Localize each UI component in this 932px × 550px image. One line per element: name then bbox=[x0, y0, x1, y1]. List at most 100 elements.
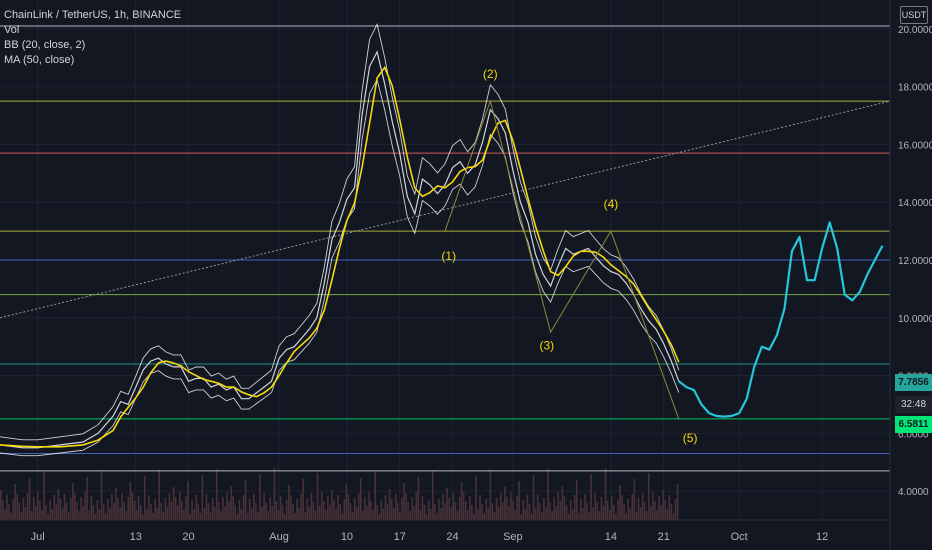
volume-bar-271 bbox=[557, 492, 560, 520]
volume-bar-210 bbox=[431, 471, 434, 520]
volume-bar-54 bbox=[111, 494, 113, 520]
volume-bar-160 bbox=[329, 505, 331, 520]
volume-bar-187 bbox=[384, 495, 387, 520]
x-tick-label-5: 17 bbox=[394, 531, 406, 543]
volume-bar-92 bbox=[189, 514, 191, 520]
volume-bar-80 bbox=[164, 498, 167, 520]
volume-bar-204 bbox=[419, 510, 422, 520]
x-tick-label-3: Aug bbox=[269, 531, 289, 543]
volume-bar-238 bbox=[489, 470, 492, 520]
volume-bar-253 bbox=[520, 514, 523, 520]
volume-bar-38 bbox=[78, 511, 80, 520]
volume-bar-223 bbox=[458, 497, 461, 520]
volume-bar-232 bbox=[477, 509, 479, 520]
volume-bar-202 bbox=[415, 492, 418, 520]
volume-bar-193 bbox=[397, 503, 399, 520]
volume-bar-262 bbox=[538, 503, 541, 520]
x-tick-label-2: 20 bbox=[182, 531, 194, 543]
volume-bar-50 bbox=[102, 504, 105, 520]
volume-bar-269 bbox=[553, 497, 555, 520]
volume-bar-116 bbox=[238, 500, 241, 520]
price-axis[interactable]: 4.00006.00008.000010.000012.000014.00001… bbox=[889, 0, 932, 550]
horizontal-levels[interactable] bbox=[0, 25, 890, 472]
volume-bar-308 bbox=[633, 479, 636, 520]
volume-bar-83 bbox=[170, 502, 173, 520]
volume-bar-306 bbox=[629, 508, 632, 520]
elliott-wave[interactable]: (1) (2) (3) (4) (5) bbox=[441, 67, 697, 445]
currency-label[interactable]: USDT bbox=[900, 6, 928, 24]
volume-bar-39 bbox=[80, 497, 82, 520]
volume-bar-71 bbox=[146, 509, 148, 520]
projection-path[interactable] bbox=[678, 221, 884, 418]
volume-bar-84 bbox=[172, 487, 175, 520]
volume-bar-136 bbox=[279, 496, 282, 520]
volume-bar-91 bbox=[187, 481, 189, 520]
volume-bar-250 bbox=[514, 510, 516, 520]
volume-bar-115 bbox=[236, 514, 239, 520]
moving-average-line bbox=[0, 65, 680, 448]
legend-bb[interactable]: BB (20, close, 2) bbox=[4, 39, 86, 51]
volume-bar-90 bbox=[185, 496, 187, 520]
symbol-title[interactable]: ChainLink / TetherUS, 1h, BINANCE bbox=[4, 9, 182, 21]
volume-bar-55 bbox=[113, 503, 115, 520]
volume-bar-25 bbox=[51, 509, 54, 520]
volume-bars bbox=[0, 468, 679, 520]
volume-bar-244 bbox=[501, 502, 504, 520]
volume-bar-87 bbox=[178, 492, 181, 520]
volume-bar-199 bbox=[409, 511, 411, 520]
x-tick-label-6: 24 bbox=[446, 531, 458, 543]
volume-bar-51 bbox=[104, 513, 107, 520]
volume-bar-143 bbox=[294, 513, 296, 520]
volume-bar-49 bbox=[100, 471, 103, 520]
volume-bar-283 bbox=[582, 508, 584, 520]
x-tick-label-10: Oct bbox=[731, 531, 748, 543]
volume-bar-319 bbox=[656, 510, 658, 520]
volume-bar-316 bbox=[650, 506, 652, 520]
time-axis[interactable]: Jul 13 20 Aug 10 17 24 Sep 14 21 Oct 12 bbox=[0, 519, 890, 543]
volume-bar-32 bbox=[65, 503, 68, 520]
volume-bar-218 bbox=[448, 498, 451, 520]
volume-bar-282 bbox=[580, 499, 582, 520]
volume-bar-213 bbox=[438, 499, 440, 520]
volume-bar-328 bbox=[674, 499, 677, 520]
volume-bar-298 bbox=[612, 505, 615, 520]
volume-bar-196 bbox=[403, 483, 405, 520]
volume-bar-149 bbox=[306, 498, 309, 520]
volume-bar-132 bbox=[271, 506, 274, 520]
volume-bar-230 bbox=[473, 514, 475, 520]
trend-line[interactable] bbox=[0, 100, 891, 319]
volume-bar-120 bbox=[246, 513, 249, 520]
volume-bar-0 bbox=[0, 490, 2, 520]
volume-bar-61 bbox=[125, 511, 128, 520]
volume-bar-301 bbox=[619, 485, 621, 520]
volume-bar-273 bbox=[561, 486, 564, 520]
volume-bar-101 bbox=[207, 503, 210, 520]
volume-bar-81 bbox=[166, 507, 169, 520]
volume-bar-212 bbox=[436, 513, 438, 520]
volume-bar-221 bbox=[454, 502, 457, 520]
volume-bar-211 bbox=[434, 504, 436, 520]
volume-bar-305 bbox=[627, 499, 629, 520]
volume-bar-137 bbox=[281, 505, 284, 520]
volume-bar-169 bbox=[347, 494, 350, 520]
volume-bar-270 bbox=[555, 506, 557, 520]
volume-bar-98 bbox=[201, 475, 204, 520]
bollinger-bands bbox=[0, 22, 680, 457]
volume-bar-304 bbox=[625, 513, 627, 520]
volume-bar-300 bbox=[617, 500, 619, 520]
volume-bar-234 bbox=[481, 504, 483, 520]
volume-bar-290 bbox=[596, 502, 599, 520]
volume-bar-281 bbox=[578, 513, 580, 520]
volume-bar-268 bbox=[551, 511, 553, 520]
legend-ma[interactable]: MA (50, close) bbox=[4, 54, 75, 66]
volume-bar-148 bbox=[304, 512, 307, 520]
volume-bar-106 bbox=[218, 502, 220, 520]
x-tick-label-0: Jul bbox=[31, 531, 45, 543]
volume-bar-34 bbox=[69, 498, 72, 520]
legend-vol[interactable]: Vol bbox=[4, 24, 20, 36]
volume-bar-31 bbox=[63, 494, 66, 520]
volume-bar-224 bbox=[460, 482, 463, 520]
volume-bar-11 bbox=[22, 498, 25, 520]
volume-bar-172 bbox=[353, 498, 356, 520]
